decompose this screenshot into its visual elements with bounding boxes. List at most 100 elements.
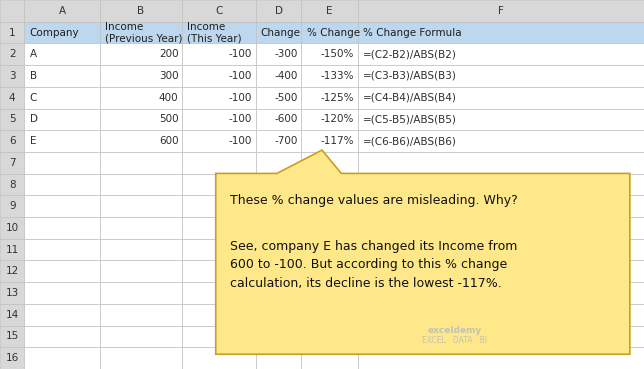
- Text: C: C: [215, 6, 223, 16]
- Bar: [301, 261, 358, 282]
- Bar: [0, 108, 24, 130]
- Bar: [256, 65, 301, 87]
- Text: -600: -600: [274, 114, 298, 124]
- Text: -150%: -150%: [321, 49, 354, 59]
- Bar: [182, 44, 256, 65]
- Text: 300: 300: [159, 71, 178, 81]
- Text: -500: -500: [274, 93, 298, 103]
- Bar: [358, 325, 644, 347]
- Text: % Change: % Change: [307, 28, 359, 38]
- Bar: [358, 304, 644, 325]
- Bar: [0, 282, 24, 304]
- Text: =(C6-B6)/ABS(B6): =(C6-B6)/ABS(B6): [363, 136, 457, 146]
- Text: -400: -400: [274, 71, 298, 81]
- Text: -300: -300: [274, 49, 298, 59]
- Bar: [100, 304, 182, 325]
- Bar: [100, 87, 182, 108]
- Text: A: A: [30, 49, 37, 59]
- Text: C: C: [30, 93, 37, 103]
- Bar: [301, 0, 358, 22]
- Bar: [256, 217, 301, 239]
- Bar: [24, 217, 100, 239]
- Bar: [182, 108, 256, 130]
- Bar: [358, 0, 644, 22]
- Text: 600: 600: [159, 136, 178, 146]
- Bar: [358, 195, 644, 217]
- Bar: [24, 239, 100, 261]
- Bar: [256, 261, 301, 282]
- Bar: [24, 44, 100, 65]
- Bar: [100, 217, 182, 239]
- Bar: [256, 22, 301, 44]
- Bar: [358, 217, 644, 239]
- Text: EXCEL · DATA · BI: EXCEL · DATA · BI: [422, 336, 488, 345]
- Text: =(C2-B2)/ABS(B2): =(C2-B2)/ABS(B2): [363, 49, 457, 59]
- Bar: [256, 239, 301, 261]
- Text: B: B: [137, 6, 145, 16]
- Text: 400: 400: [159, 93, 178, 103]
- Bar: [0, 195, 24, 217]
- Bar: [358, 87, 644, 108]
- Bar: [256, 44, 301, 65]
- Text: Income
(Previous Year): Income (Previous Year): [105, 22, 182, 44]
- Text: 13: 13: [6, 288, 19, 298]
- Bar: [0, 347, 24, 369]
- Text: Company: Company: [30, 28, 79, 38]
- Bar: [24, 195, 100, 217]
- Text: See, company E has changed its Income from
600 to -100. But according to this % : See, company E has changed its Income fr…: [230, 240, 517, 290]
- Text: % Change Formula: % Change Formula: [363, 28, 462, 38]
- Text: 16: 16: [6, 353, 19, 363]
- Bar: [256, 152, 301, 174]
- Bar: [100, 325, 182, 347]
- Bar: [301, 108, 358, 130]
- Bar: [100, 261, 182, 282]
- Bar: [301, 325, 358, 347]
- Bar: [24, 347, 100, 369]
- Bar: [182, 152, 256, 174]
- Bar: [182, 130, 256, 152]
- Text: exceldemy: exceldemy: [428, 326, 482, 335]
- Text: 1: 1: [9, 28, 15, 38]
- Text: -100: -100: [229, 136, 252, 146]
- Bar: [182, 87, 256, 108]
- Bar: [182, 304, 256, 325]
- Bar: [0, 65, 24, 87]
- Polygon shape: [216, 150, 630, 354]
- Bar: [182, 174, 256, 195]
- Bar: [256, 108, 301, 130]
- Text: =(C4-B4)/ABS(B4): =(C4-B4)/ABS(B4): [363, 93, 457, 103]
- Text: =(C5-B5)/ABS(B5): =(C5-B5)/ABS(B5): [363, 114, 457, 124]
- Bar: [0, 44, 24, 65]
- Bar: [24, 130, 100, 152]
- Text: 7: 7: [9, 158, 15, 168]
- Bar: [301, 217, 358, 239]
- Bar: [256, 347, 301, 369]
- Bar: [256, 130, 301, 152]
- Bar: [358, 347, 644, 369]
- Text: 8: 8: [9, 179, 15, 190]
- Bar: [100, 65, 182, 87]
- Bar: [182, 261, 256, 282]
- Bar: [358, 282, 644, 304]
- Bar: [301, 87, 358, 108]
- Bar: [0, 239, 24, 261]
- Text: D: D: [274, 6, 283, 16]
- Bar: [301, 174, 358, 195]
- Text: 10: 10: [6, 223, 19, 233]
- Bar: [0, 152, 24, 174]
- Bar: [301, 22, 358, 44]
- Bar: [100, 195, 182, 217]
- Text: E: E: [327, 6, 333, 16]
- Bar: [301, 130, 358, 152]
- Bar: [0, 22, 24, 44]
- Bar: [24, 0, 100, 22]
- Bar: [0, 174, 24, 195]
- Bar: [301, 44, 358, 65]
- Bar: [182, 325, 256, 347]
- Text: F: F: [498, 6, 504, 16]
- Bar: [358, 65, 644, 87]
- Text: -100: -100: [229, 93, 252, 103]
- Bar: [100, 44, 182, 65]
- Text: -120%: -120%: [321, 114, 354, 124]
- Bar: [256, 282, 301, 304]
